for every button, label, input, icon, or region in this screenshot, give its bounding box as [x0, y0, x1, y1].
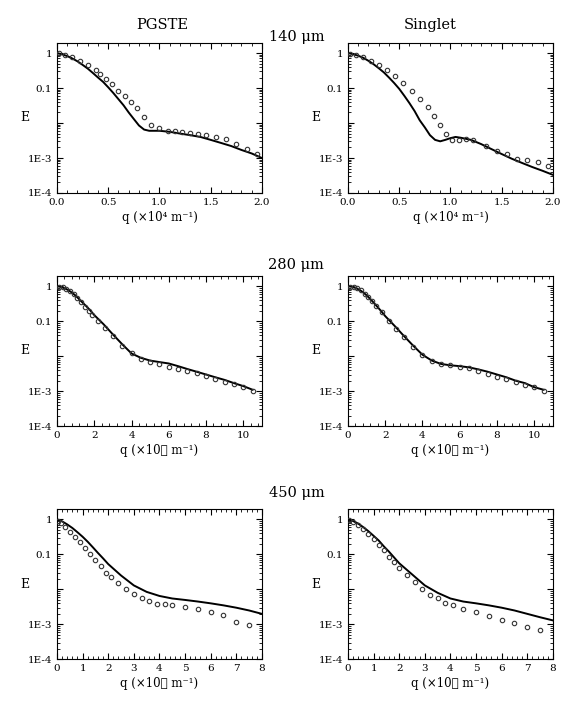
- Text: Singlet: Singlet: [404, 18, 457, 32]
- Y-axis label: E: E: [311, 578, 320, 591]
- Text: PGSTE: PGSTE: [136, 18, 189, 32]
- X-axis label: q (×10⁴ m⁻¹): q (×10⁴ m⁻¹): [413, 211, 488, 224]
- Text: 140 μm: 140 μm: [268, 30, 324, 44]
- X-axis label: q (×10⁴ m⁻¹): q (×10⁴ m⁻¹): [121, 211, 197, 224]
- Text: 450 μm: 450 μm: [268, 486, 324, 500]
- Text: 280 μm: 280 μm: [268, 258, 324, 272]
- Y-axis label: E: E: [21, 578, 30, 591]
- Y-axis label: E: E: [21, 111, 30, 124]
- X-axis label: q (×10⁳ m⁻¹): q (×10⁳ m⁻¹): [412, 677, 490, 691]
- X-axis label: q (×10⁳ m⁻¹): q (×10⁳ m⁻¹): [412, 445, 490, 457]
- Y-axis label: E: E: [311, 345, 320, 357]
- X-axis label: q (×10⁳ m⁻¹): q (×10⁳ m⁻¹): [120, 677, 198, 691]
- X-axis label: q (×10⁳ m⁻¹): q (×10⁳ m⁻¹): [120, 445, 198, 457]
- Y-axis label: E: E: [311, 111, 320, 124]
- Y-axis label: E: E: [21, 345, 30, 357]
